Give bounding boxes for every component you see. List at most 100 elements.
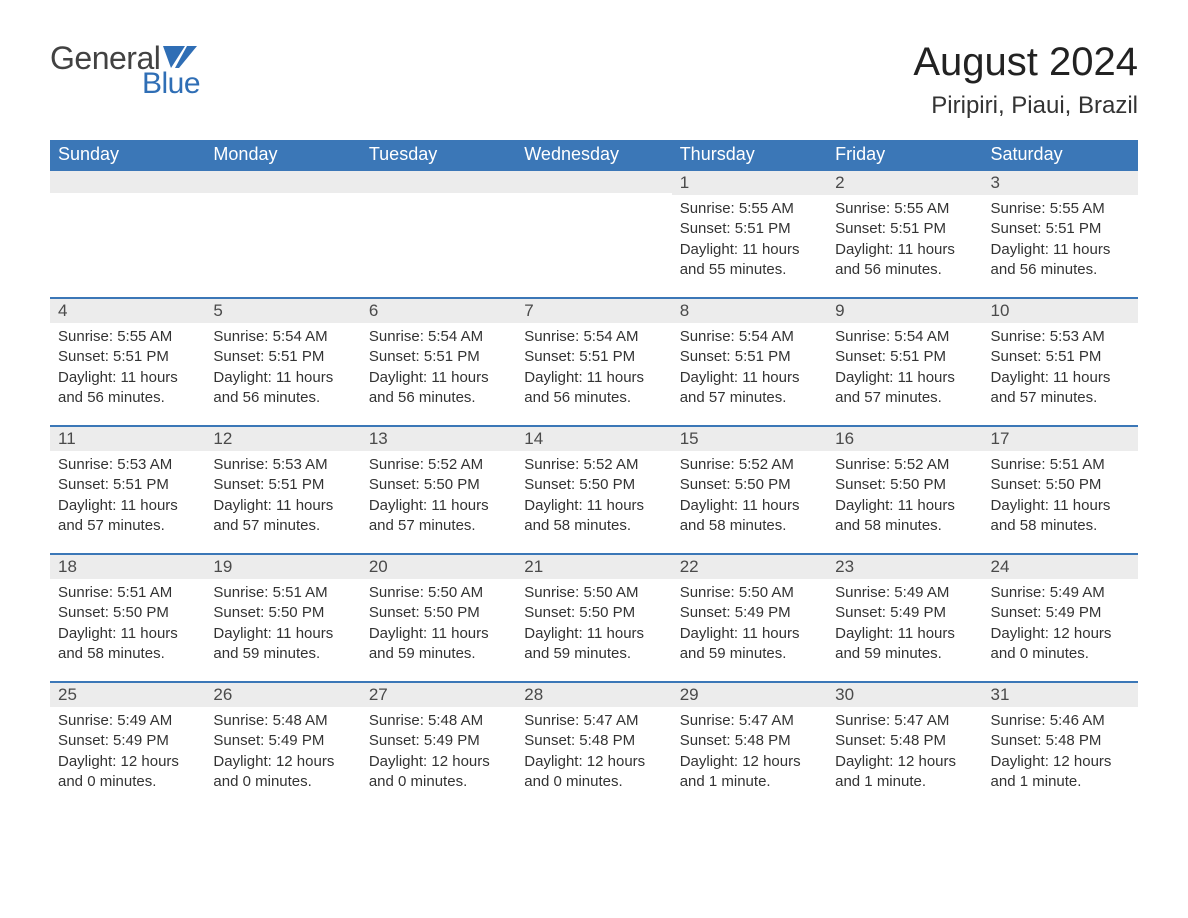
daylight-line: Daylight: 12 hours and 1 minute. [835, 752, 974, 793]
sunrise-line: Sunrise: 5:49 AM [835, 583, 974, 603]
day-number: 21 [516, 555, 671, 579]
day-details: Sunrise: 5:52 AMSunset: 5:50 PMDaylight:… [827, 451, 982, 542]
sunrise-line: Sunrise: 5:52 AM [835, 455, 974, 475]
sunset-line: Sunset: 5:49 PM [835, 603, 974, 623]
calendar-cell: 18Sunrise: 5:51 AMSunset: 5:50 PMDayligh… [50, 554, 205, 682]
weekday-header: Sunday [50, 140, 205, 170]
calendar-cell [361, 170, 516, 298]
calendar-cell: 16Sunrise: 5:52 AMSunset: 5:50 PMDayligh… [827, 426, 982, 554]
sunrise-line: Sunrise: 5:55 AM [991, 199, 1130, 219]
sunset-line: Sunset: 5:49 PM [680, 603, 819, 623]
calendar-cell: 14Sunrise: 5:52 AMSunset: 5:50 PMDayligh… [516, 426, 671, 554]
day-number: 19 [205, 555, 360, 579]
calendar-body: 1Sunrise: 5:55 AMSunset: 5:51 PMDaylight… [50, 170, 1138, 810]
sunset-line: Sunset: 5:51 PM [213, 347, 352, 367]
calendar-week-row: 1Sunrise: 5:55 AMSunset: 5:51 PMDaylight… [50, 170, 1138, 298]
day-number: 24 [983, 555, 1138, 579]
sunrise-line: Sunrise: 5:55 AM [680, 199, 819, 219]
sunset-line: Sunset: 5:51 PM [213, 475, 352, 495]
sunrise-line: Sunrise: 5:54 AM [835, 327, 974, 347]
day-number: 13 [361, 427, 516, 451]
day-details: Sunrise: 5:52 AMSunset: 5:50 PMDaylight:… [516, 451, 671, 542]
day-details: Sunrise: 5:55 AMSunset: 5:51 PMDaylight:… [827, 195, 982, 286]
day-details: Sunrise: 5:54 AMSunset: 5:51 PMDaylight:… [516, 323, 671, 414]
day-number: 4 [50, 299, 205, 323]
calendar-cell: 2Sunrise: 5:55 AMSunset: 5:51 PMDaylight… [827, 170, 982, 298]
daylight-line: Daylight: 11 hours and 58 minutes. [680, 496, 819, 537]
sunset-line: Sunset: 5:48 PM [835, 731, 974, 751]
sunrise-line: Sunrise: 5:47 AM [680, 711, 819, 731]
sunrise-line: Sunrise: 5:50 AM [524, 583, 663, 603]
calendar-week-row: 18Sunrise: 5:51 AMSunset: 5:50 PMDayligh… [50, 554, 1138, 682]
day-details: Sunrise: 5:55 AMSunset: 5:51 PMDaylight:… [672, 195, 827, 286]
sunrise-line: Sunrise: 5:54 AM [680, 327, 819, 347]
month-title: August 2024 [913, 40, 1138, 84]
daylight-line: Daylight: 11 hours and 57 minutes. [991, 368, 1130, 409]
day-number: 6 [361, 299, 516, 323]
daylight-line: Daylight: 11 hours and 56 minutes. [369, 368, 508, 409]
day-number: 25 [50, 683, 205, 707]
calendar-cell: 24Sunrise: 5:49 AMSunset: 5:49 PMDayligh… [983, 554, 1138, 682]
sunrise-line: Sunrise: 5:50 AM [369, 583, 508, 603]
daylight-line: Daylight: 12 hours and 1 minute. [991, 752, 1130, 793]
calendar-cell: 15Sunrise: 5:52 AMSunset: 5:50 PMDayligh… [672, 426, 827, 554]
sunset-line: Sunset: 5:50 PM [213, 603, 352, 623]
empty-day-bar [516, 171, 671, 193]
daylight-line: Daylight: 12 hours and 0 minutes. [58, 752, 197, 793]
daylight-line: Daylight: 11 hours and 59 minutes. [213, 624, 352, 665]
calendar-week-row: 4Sunrise: 5:55 AMSunset: 5:51 PMDaylight… [50, 298, 1138, 426]
sunset-line: Sunset: 5:50 PM [58, 603, 197, 623]
calendar-cell: 1Sunrise: 5:55 AMSunset: 5:51 PMDaylight… [672, 170, 827, 298]
day-number: 1 [672, 171, 827, 195]
day-number: 9 [827, 299, 982, 323]
sunset-line: Sunset: 5:50 PM [680, 475, 819, 495]
day-number: 29 [672, 683, 827, 707]
day-details: Sunrise: 5:46 AMSunset: 5:48 PMDaylight:… [983, 707, 1138, 798]
sunset-line: Sunset: 5:50 PM [369, 475, 508, 495]
day-number: 3 [983, 171, 1138, 195]
daylight-line: Daylight: 11 hours and 56 minutes. [835, 240, 974, 281]
sunrise-line: Sunrise: 5:53 AM [991, 327, 1130, 347]
sunrise-line: Sunrise: 5:53 AM [58, 455, 197, 475]
sunrise-line: Sunrise: 5:49 AM [58, 711, 197, 731]
calendar-cell: 28Sunrise: 5:47 AMSunset: 5:48 PMDayligh… [516, 682, 671, 810]
day-details: Sunrise: 5:48 AMSunset: 5:49 PMDaylight:… [361, 707, 516, 798]
day-details: Sunrise: 5:54 AMSunset: 5:51 PMDaylight:… [361, 323, 516, 414]
day-number: 26 [205, 683, 360, 707]
title-block: August 2024 Piripiri, Piaui, Brazil [913, 40, 1138, 120]
empty-day-bar [361, 171, 516, 193]
calendar-cell: 19Sunrise: 5:51 AMSunset: 5:50 PMDayligh… [205, 554, 360, 682]
sunset-line: Sunset: 5:50 PM [835, 475, 974, 495]
weekday-header: Monday [205, 140, 360, 170]
day-details: Sunrise: 5:50 AMSunset: 5:50 PMDaylight:… [516, 579, 671, 670]
daylight-line: Daylight: 11 hours and 56 minutes. [213, 368, 352, 409]
day-details: Sunrise: 5:48 AMSunset: 5:49 PMDaylight:… [205, 707, 360, 798]
day-details: Sunrise: 5:52 AMSunset: 5:50 PMDaylight:… [361, 451, 516, 542]
weekday-header: Tuesday [361, 140, 516, 170]
sunrise-line: Sunrise: 5:50 AM [680, 583, 819, 603]
sunrise-line: Sunrise: 5:55 AM [835, 199, 974, 219]
daylight-line: Daylight: 11 hours and 57 minutes. [835, 368, 974, 409]
sunrise-line: Sunrise: 5:55 AM [58, 327, 197, 347]
calendar-cell: 29Sunrise: 5:47 AMSunset: 5:48 PMDayligh… [672, 682, 827, 810]
calendar-cell: 26Sunrise: 5:48 AMSunset: 5:49 PMDayligh… [205, 682, 360, 810]
weekday-header: Wednesday [516, 140, 671, 170]
daylight-line: Daylight: 11 hours and 58 minutes. [835, 496, 974, 537]
day-details: Sunrise: 5:52 AMSunset: 5:50 PMDaylight:… [672, 451, 827, 542]
location-subtitle: Piripiri, Piaui, Brazil [913, 92, 1138, 120]
sunset-line: Sunset: 5:50 PM [991, 475, 1130, 495]
day-number: 2 [827, 171, 982, 195]
day-number: 10 [983, 299, 1138, 323]
brand-logo: General Blue [50, 40, 200, 101]
sunrise-line: Sunrise: 5:47 AM [835, 711, 974, 731]
sunset-line: Sunset: 5:51 PM [58, 347, 197, 367]
calendar-cell: 30Sunrise: 5:47 AMSunset: 5:48 PMDayligh… [827, 682, 982, 810]
day-number: 17 [983, 427, 1138, 451]
daylight-line: Daylight: 11 hours and 59 minutes. [369, 624, 508, 665]
daylight-line: Daylight: 11 hours and 56 minutes. [991, 240, 1130, 281]
sunrise-line: Sunrise: 5:52 AM [369, 455, 508, 475]
calendar-cell: 8Sunrise: 5:54 AMSunset: 5:51 PMDaylight… [672, 298, 827, 426]
sunrise-line: Sunrise: 5:54 AM [524, 327, 663, 347]
day-number: 27 [361, 683, 516, 707]
day-details: Sunrise: 5:54 AMSunset: 5:51 PMDaylight:… [205, 323, 360, 414]
